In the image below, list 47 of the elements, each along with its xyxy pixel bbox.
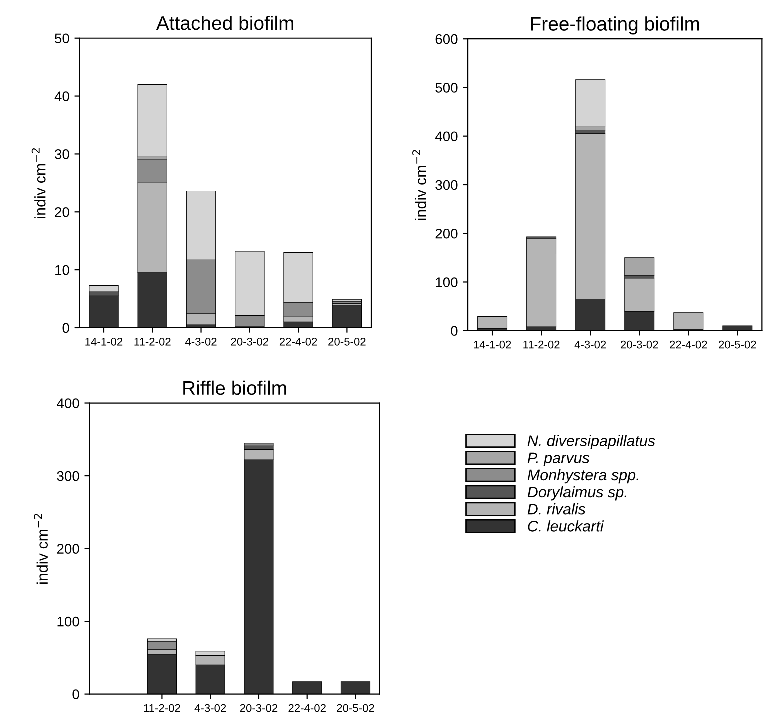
y-tick-label: 500 bbox=[436, 83, 458, 93]
x-tick-label: 22-4-02 bbox=[288, 704, 326, 712]
chart-title: Attached biofilm bbox=[156, 16, 294, 30]
y-axis-title: indiv cm$^{−2}$ bbox=[32, 148, 46, 218]
y-tick-label: 200 bbox=[57, 544, 80, 554]
legend-label: Monhystera spp. bbox=[528, 469, 638, 484]
x-tick-label: 20-3-02 bbox=[621, 340, 658, 349]
y-axis-title: indiv cm$^{−2}$ bbox=[412, 150, 426, 220]
y-tick-label: 0 bbox=[451, 326, 458, 336]
y-tick-label: 200 bbox=[436, 228, 458, 239]
x-tick-label: 20-3-02 bbox=[240, 704, 278, 712]
legend-label: N. diversipapillatus bbox=[528, 435, 656, 450]
x-tick-label: 4-3-02 bbox=[194, 704, 226, 712]
x-tick-label: 22-4-02 bbox=[670, 340, 708, 349]
chart-title: Free-floating biofilm bbox=[531, 16, 700, 35]
y-tick-label: 50 bbox=[55, 34, 70, 44]
legend-label: C. leuckarti bbox=[528, 520, 604, 532]
y-tick-label: 100 bbox=[58, 616, 80, 627]
y-tick-label: 300 bbox=[57, 471, 80, 482]
x-tick-label: 14-1-02 bbox=[86, 338, 123, 346]
x-tick-label: 22-4-02 bbox=[280, 338, 318, 346]
x-tick-label: 11-2-02 bbox=[524, 340, 560, 349]
y-tick-label: 40 bbox=[54, 92, 70, 102]
x-tick-label: 20-5-02 bbox=[719, 340, 756, 349]
x-tick-label: 20-5-02 bbox=[337, 704, 374, 712]
y-tick-label: 400 bbox=[57, 398, 80, 408]
legend-label: Dorylaimus sp. bbox=[528, 486, 627, 501]
y-tick-label: 300 bbox=[436, 180, 458, 190]
x-tick-label: 20-5-02 bbox=[328, 338, 366, 346]
y-tick-label: 20 bbox=[55, 207, 70, 218]
x-tick-label: 4-3-02 bbox=[185, 338, 217, 346]
y-tick-label: 600 bbox=[436, 34, 458, 44]
y-tick-label: 0 bbox=[72, 690, 80, 700]
x-tick-label: 14-1-02 bbox=[474, 340, 512, 349]
legend-label: P. parvus bbox=[528, 452, 590, 467]
y-tick-label: 10 bbox=[56, 265, 70, 276]
x-tick-label: 4-3-02 bbox=[574, 340, 606, 349]
x-tick-label: 11-2-02 bbox=[144, 704, 180, 712]
y-tick-label: 100 bbox=[436, 278, 458, 288]
x-tick-label: 20-3-02 bbox=[231, 338, 268, 346]
y-tick-label: 30 bbox=[55, 150, 70, 160]
y-tick-label: 0 bbox=[62, 323, 70, 334]
legend-label: D. rivalis bbox=[528, 504, 586, 515]
chart-title: Riffle biofilm bbox=[184, 380, 286, 396]
y-tick-label: 400 bbox=[435, 132, 458, 142]
x-tick-label: 11-2-02 bbox=[134, 338, 171, 346]
y-axis-title: indiv cm$^{−2}$ bbox=[34, 514, 48, 584]
